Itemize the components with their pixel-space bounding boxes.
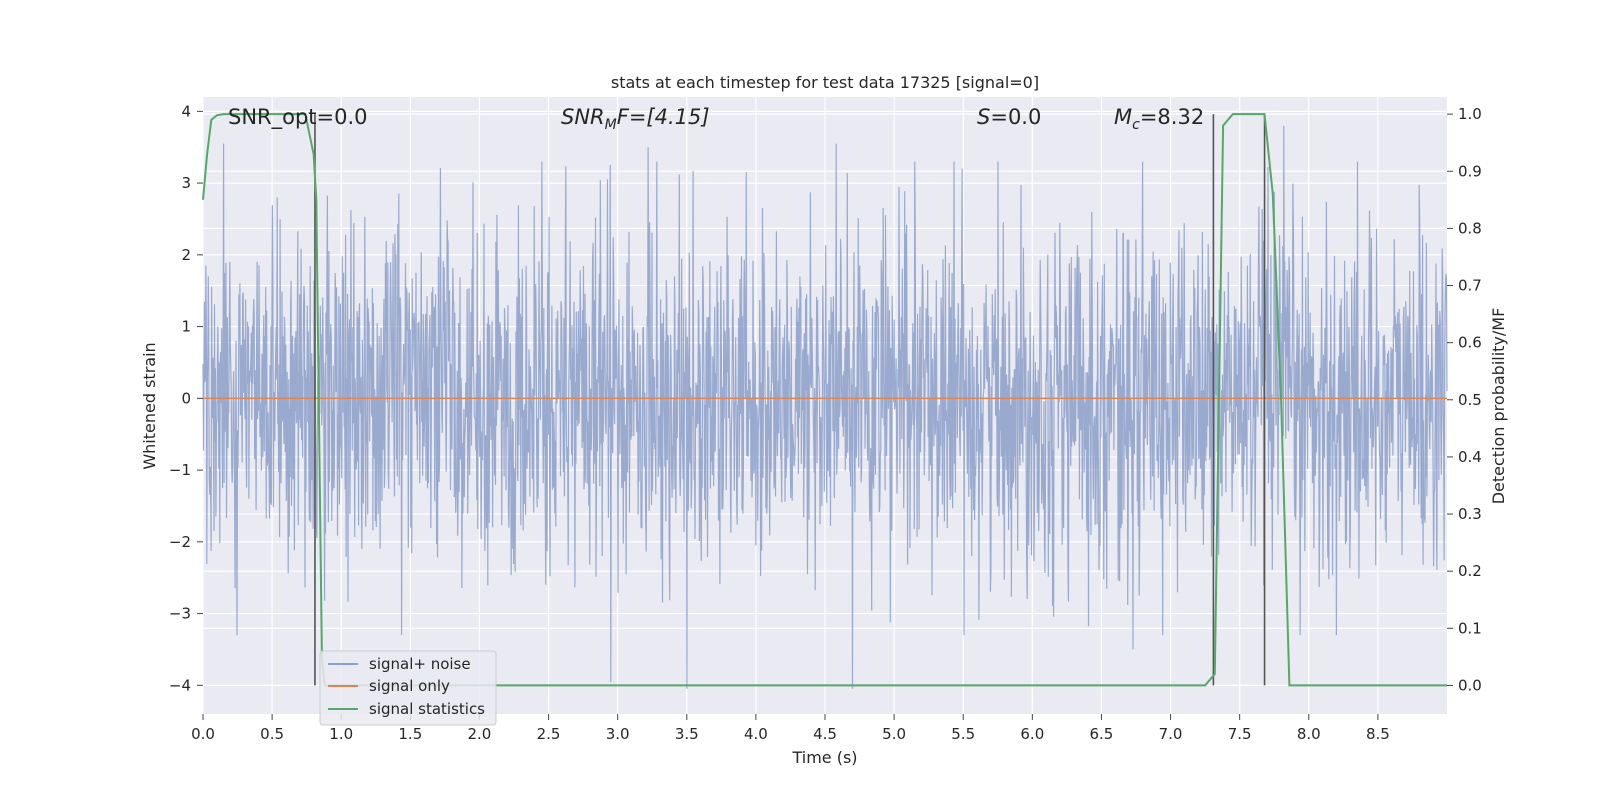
x-tick-label: 8.0 <box>1297 725 1321 743</box>
y-right-tick-label: 0.4 <box>1458 448 1482 466</box>
annotation-snr-mf-tail: F=[4.15] <box>617 105 710 129</box>
annotation-mc-value: =8.32 <box>1140 105 1204 129</box>
annotation-snr-mf-sub: M <box>605 117 617 133</box>
y-right-tick-label: 0.2 <box>1458 562 1482 580</box>
x-tick-label: 2.5 <box>537 725 561 743</box>
axis-ticks: 0.0 0.5 1.0 1.5 2.0 2.5 3.0 3.5 4.0 4.5 5.0 5.5 6.0 6… <box>169 102 1482 743</box>
x-tick-label: 3.5 <box>675 725 699 743</box>
y-tick-label: −3 <box>169 605 191 623</box>
annotation-s: S=0.0 <box>977 105 1041 129</box>
legend-box <box>319 650 497 726</box>
y-axis-right-label: Detection probability/MF <box>1489 308 1508 505</box>
y-tick-label: 1 <box>181 318 191 336</box>
annotation-mc: Mc=8.32 <box>1114 105 1204 133</box>
x-tick-label: 1.0 <box>329 725 353 743</box>
y-tick-label: 4 <box>181 102 191 120</box>
y-right-tick-label: 0.5 <box>1458 391 1482 409</box>
legend-label-signal-only: signal only <box>369 677 450 695</box>
y-right-tick-label: 0.0 <box>1458 676 1482 694</box>
y-right-tick-label: 0.7 <box>1458 277 1482 295</box>
x-tick-label: 3.0 <box>606 725 630 743</box>
legend-label-signal-statistics: signal statistics <box>369 700 485 718</box>
x-axis-label: Time (s) <box>791 748 857 767</box>
y-tick-label: 3 <box>181 174 191 192</box>
x-tick-label: 7.0 <box>1159 725 1183 743</box>
y-tick-label: −1 <box>169 461 191 479</box>
chart-title: stats at each timestep for test data 173… <box>611 73 1039 92</box>
annotation-mc-sub: c <box>1132 117 1140 133</box>
y-tick-label: 2 <box>181 246 191 264</box>
y-right-tick-label: 0.8 <box>1458 219 1482 237</box>
y-tick-label: −2 <box>169 533 191 551</box>
annotation-s-symbol: S <box>977 105 990 129</box>
y-right-tick-label: 0.6 <box>1458 334 1482 352</box>
annotation-s-value: =0.0 <box>990 105 1041 129</box>
x-tick-label: 2.0 <box>468 725 492 743</box>
noise-line <box>202 125 1448 689</box>
x-tick-label: 6.0 <box>1020 725 1044 743</box>
x-tick-label: 7.5 <box>1228 725 1252 743</box>
x-tick-label: 8.5 <box>1366 725 1390 743</box>
vertical-markers <box>314 114 1266 686</box>
y-tick-label: 0 <box>181 389 191 407</box>
y-right-tick-label: 1.0 <box>1458 105 1482 123</box>
series-signal-statistics <box>202 113 1447 687</box>
y-right-tick-label: 0.3 <box>1458 505 1482 523</box>
x-tick-label: 0.5 <box>260 725 284 743</box>
x-tick-label: 4.5 <box>813 725 837 743</box>
annotation-snr-opt: SNR_opt=0.0 <box>228 105 368 130</box>
y-axis-label: Whitened strain <box>140 342 159 469</box>
annotation-snr-mf: SNRMF=[4.15] <box>561 105 710 133</box>
x-tick-label: 0.0 <box>191 725 215 743</box>
x-tick-label: 6.5 <box>1090 725 1114 743</box>
y-tick-label: −4 <box>169 676 191 694</box>
x-tick-label: 5.0 <box>882 725 906 743</box>
y-right-tick-label: 0.9 <box>1458 162 1482 180</box>
annotation-snr-mf-base: SNR <box>561 105 605 129</box>
x-tick-label: 5.5 <box>951 725 975 743</box>
annotation-mc-symbol: M <box>1114 105 1132 129</box>
x-tick-label: 4.0 <box>744 725 768 743</box>
x-tick-label: 1.5 <box>398 725 422 743</box>
annotation-snr-mf-f: F=[4.15] <box>617 105 710 129</box>
legend: signal+ noise signal only signal statist… <box>319 650 497 726</box>
y-right-tick-label: 0.1 <box>1458 619 1482 637</box>
legend-label-signal-noise: signal+ noise <box>369 655 471 673</box>
series-signal-noise <box>202 125 1448 689</box>
statistics-line <box>202 113 1447 687</box>
